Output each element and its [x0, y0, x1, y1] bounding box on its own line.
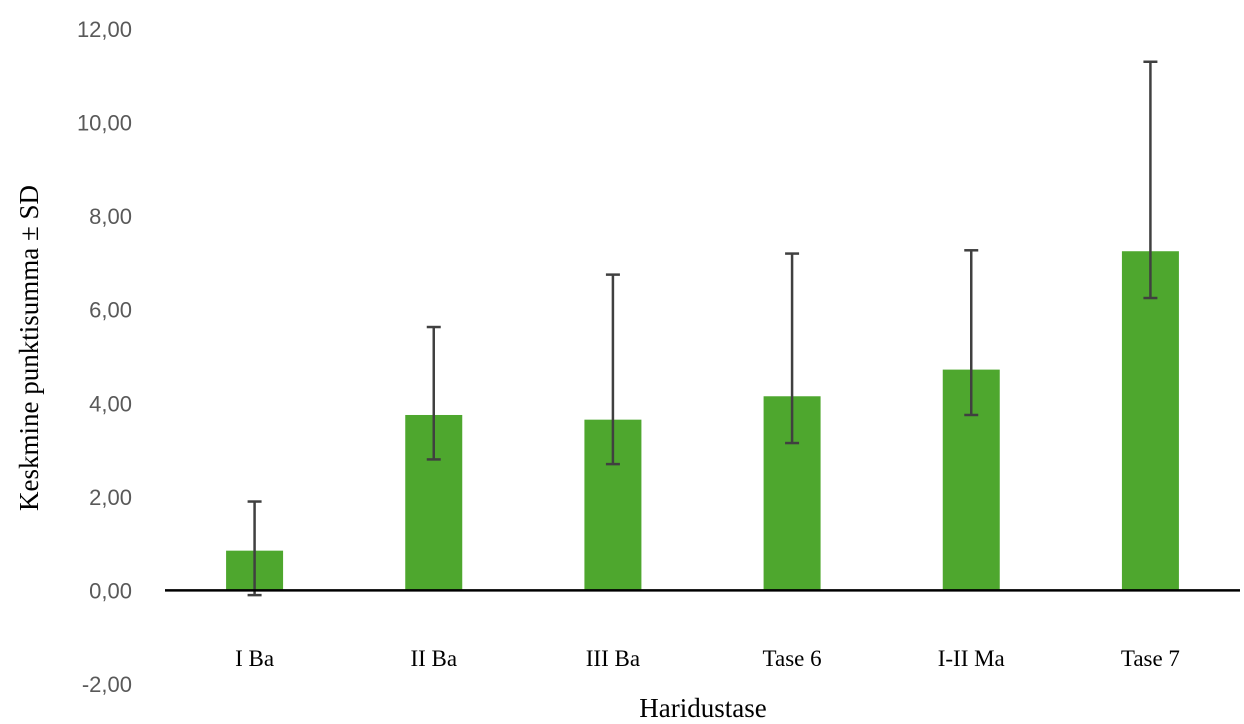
y-tick-label: 2,00: [89, 485, 132, 510]
x-tick-label: Tase 7: [1121, 646, 1180, 671]
x-tick-label: I-II Ma: [938, 646, 1005, 671]
y-tick-label: 0,00: [89, 578, 132, 603]
x-tick-label: Tase 6: [763, 646, 822, 671]
error-bar: [247, 500, 262, 597]
error-bar: [785, 252, 800, 445]
y-tick-label: 6,00: [89, 298, 132, 323]
x-tick-label: II Ba: [410, 646, 457, 671]
bars: [226, 251, 1179, 591]
x-axis-title: Haridustase: [639, 693, 766, 723]
y-tick-label: 10,00: [77, 111, 132, 136]
y-tick-label: 12,00: [77, 17, 132, 42]
error-bar: [605, 273, 620, 466]
error-bar: [1143, 60, 1158, 300]
x-tick-label: III Ba: [586, 646, 640, 671]
error-bars: [247, 60, 1158, 597]
error-bar: [964, 249, 979, 417]
x-axis-ticks: I Ba II Ba III Ba Tase 6 I-II Ma Tase 7: [235, 646, 1180, 671]
y-tick-label: -2,00: [82, 672, 132, 697]
y-axis-title: Keskmine punktisumma ± SD: [14, 185, 44, 511]
y-tick-label: 4,00: [89, 391, 132, 416]
bar: [1121, 251, 1179, 591]
error-bar: [426, 325, 441, 461]
y-tick-label: 8,00: [89, 204, 132, 229]
x-tick-label: I Ba: [235, 646, 274, 671]
y-axis-ticks: -2,00 0,00 2,00 4,00 6,00 8,00 10,00 12,00: [77, 17, 132, 697]
